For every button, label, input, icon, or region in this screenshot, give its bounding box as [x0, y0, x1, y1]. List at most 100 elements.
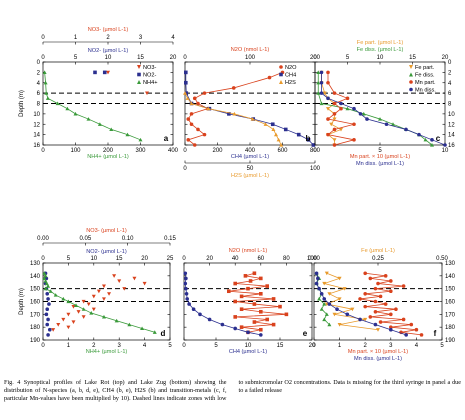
data-point-Mn part.: [414, 327, 419, 332]
legend-label: H2S: [285, 80, 296, 86]
data-point-H2S: [263, 122, 268, 126]
data-point-Mn diss.: [319, 70, 324, 75]
data-point-Mn part.: [363, 271, 368, 276]
data-point-NO2-: [45, 322, 50, 327]
top-tick-label: 80: [283, 256, 290, 262]
data-point-Fe diss.: [430, 143, 434, 147]
data-point-N2O: [265, 317, 269, 322]
series-line-H2S: [184, 92, 282, 146]
data-point-Fe diss.: [319, 307, 324, 311]
data-point-NO3-: [81, 299, 86, 304]
data-point-Mn part.: [368, 315, 373, 319]
y-tick-label: 4: [448, 81, 452, 87]
data-point-NO3-: [107, 292, 112, 296]
panel-letter: b: [306, 134, 311, 143]
top-tick-label: 5: [67, 256, 71, 262]
data-point-NH4+: [43, 286, 48, 291]
data-point-NO2-: [47, 327, 52, 332]
data-point-Mn part.: [368, 276, 373, 281]
data-point-Mn diss.: [326, 96, 330, 101]
data-point-NO3-: [142, 281, 147, 286]
data-point-Mn diss.: [365, 117, 369, 121]
data-point-NH4+: [74, 303, 79, 307]
data-point-N2O: [233, 281, 237, 286]
bottom-tick-label: 100: [310, 166, 321, 172]
legend-marker: [279, 80, 283, 84]
data-point-NH4+: [43, 273, 48, 278]
legend-marker: [137, 80, 141, 84]
data-point-Mn part.: [345, 96, 350, 101]
top-tick-label: 100: [245, 55, 256, 61]
data-point-NO2-: [102, 70, 107, 75]
bottom-axis-label: Mn diss. (µmol L-1): [356, 161, 404, 167]
y-tick-label: 160: [30, 300, 41, 306]
bottom-tick-label: 0: [41, 343, 45, 349]
data-point-CH4: [184, 292, 189, 296]
y-tick-label: 14: [448, 133, 455, 139]
data-point-NH4+: [46, 284, 51, 288]
panel-letter: a: [164, 134, 169, 143]
data-point-Mn part.: [332, 127, 337, 132]
y-tick-label: 2: [448, 70, 452, 76]
data-point-Mn part.: [363, 304, 368, 309]
data-point-N2O: [189, 122, 194, 127]
bottom-tick-label: 4: [415, 343, 419, 349]
y-tick-label: 150: [445, 287, 456, 293]
data-point-NH4+: [127, 322, 132, 327]
data-point-CH4: [198, 312, 202, 317]
data-point-Mn part.: [419, 333, 424, 337]
bottom-tick-label: 3: [118, 343, 122, 349]
data-point-Fe diss.: [378, 117, 382, 121]
data-point-Mn part.: [389, 312, 393, 317]
top-tick-label: 0.50: [436, 256, 448, 262]
data-point-Mn diss.: [358, 317, 362, 322]
data-point-NO3-: [101, 284, 106, 289]
y-axis-label: Depth (m): [19, 288, 25, 315]
data-point-NO2-: [93, 70, 97, 75]
data-point-Mn part.: [326, 117, 330, 121]
data-point-NH4+: [73, 111, 78, 116]
legend-marker: [409, 87, 413, 92]
data-point-CH4: [185, 297, 189, 301]
data-point-H2S: [232, 111, 237, 116]
data-point-H2S: [274, 132, 278, 137]
data-point-N2O: [267, 75, 272, 80]
data-point-N2O: [202, 91, 207, 95]
bottom-tick-label: 0: [182, 343, 186, 349]
top-tick-label: 20: [141, 256, 148, 262]
data-point-NO3-: [71, 305, 76, 309]
data-point-CH4: [246, 330, 250, 335]
data-point-N2O: [265, 284, 269, 288]
data-point-NO3-: [51, 328, 56, 332]
legend-label: Mn part.: [415, 80, 436, 86]
data-point-Mn diss.: [319, 292, 324, 296]
panel-letter: d: [161, 329, 166, 338]
top-tick-label: 5: [74, 55, 78, 61]
data-point-Fe diss.: [319, 101, 324, 106]
bottom-tick-label: 2: [92, 343, 96, 349]
data-point-Mn part.: [389, 289, 393, 294]
data-point-NO3-: [66, 312, 71, 317]
data-point-Mn diss.: [339, 101, 343, 106]
data-point-Fe part.: [322, 91, 327, 96]
y-tick-label: 8: [448, 102, 452, 108]
y-tick-label: 140: [30, 274, 41, 280]
data-point-NH4+: [125, 132, 130, 137]
top-tick-label: 0.00: [37, 236, 49, 242]
y-axis-label: Depth (m): [19, 90, 25, 117]
data-point-Mn diss.: [358, 112, 363, 116]
data-point-NH4+: [55, 101, 60, 106]
data-point-CH4: [306, 138, 311, 142]
data-point-Fe part.: [376, 328, 380, 332]
top-axis-label: Fe part. (µmol L-1): [357, 40, 404, 46]
data-point-Fe diss.: [317, 296, 322, 301]
data-point-NH4+: [48, 289, 53, 293]
data-point-Fe part.: [322, 281, 327, 286]
y-tick-label: 170: [445, 312, 456, 318]
data-point-N2O: [189, 112, 194, 116]
bottom-tick-label: 3: [389, 343, 393, 349]
data-point-Mn diss.: [322, 297, 327, 301]
bottom-axis-label: Mn diss. (µmol L-1): [354, 356, 402, 362]
top-axis-label: NO2- (µmol L-1): [86, 249, 127, 255]
data-point-N2O: [239, 307, 244, 311]
